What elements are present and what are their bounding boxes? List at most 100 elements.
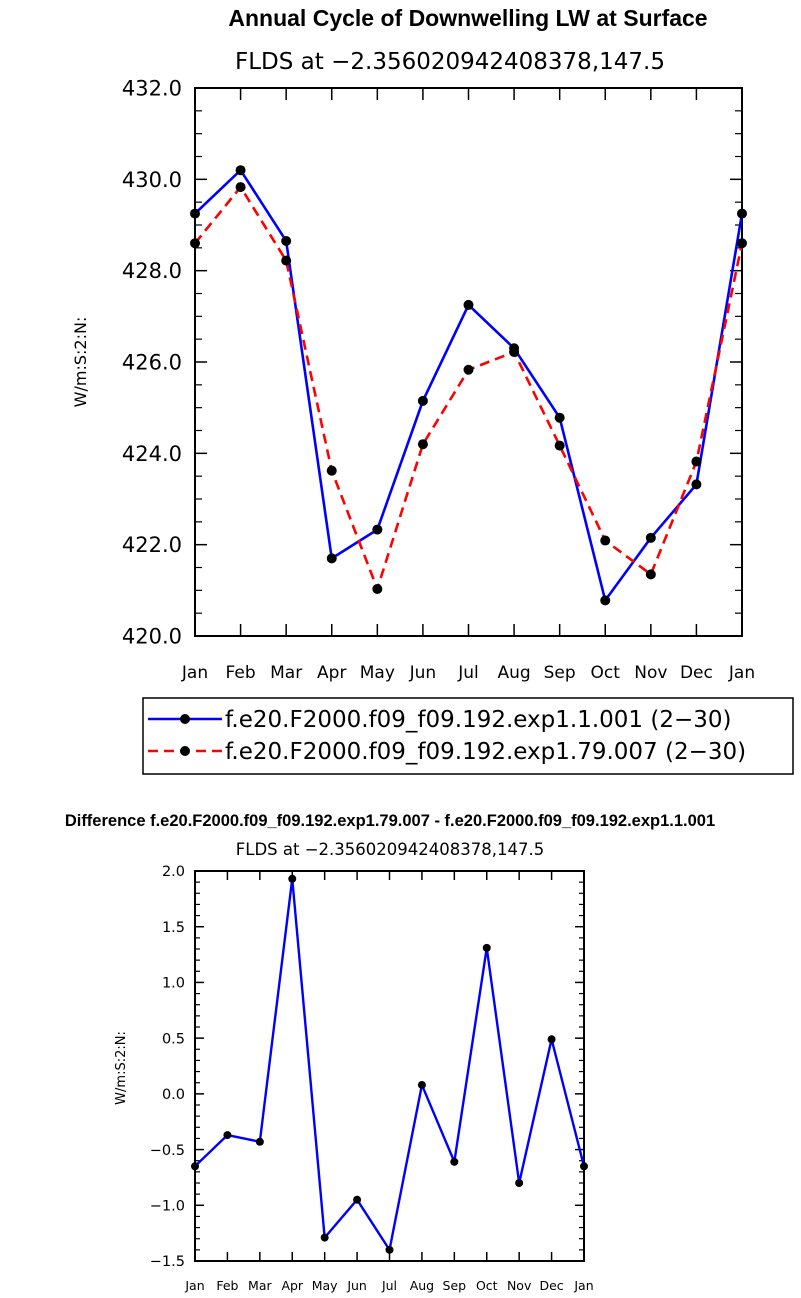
series-1-point bbox=[326, 553, 337, 564]
x-tick-label: Jan bbox=[184, 1278, 204, 1293]
y-tick-label: 0.0 bbox=[162, 1087, 185, 1103]
x-tick-label: Feb bbox=[216, 1278, 238, 1293]
series-1-point bbox=[515, 1179, 524, 1187]
x-tick-label: Sep bbox=[544, 663, 576, 683]
series-1-point bbox=[450, 1157, 459, 1166]
x-tick-label: Apr bbox=[281, 1278, 303, 1293]
legend-label-1: f.e20.F2000.f09_f09.192.exp1.1.001 (2−30… bbox=[225, 707, 731, 733]
series-2-point bbox=[372, 583, 383, 594]
series-1-point bbox=[547, 1035, 556, 1044]
x-tick-label: Mar bbox=[270, 663, 302, 683]
x-tick-label: Aug bbox=[410, 1278, 434, 1293]
y-tick-label: 422.0 bbox=[122, 533, 182, 557]
series-2-point bbox=[463, 364, 474, 375]
chart1-subtitle: FLDS at −2.356020942408378,147.5 bbox=[235, 49, 665, 75]
series-1-point bbox=[255, 1137, 264, 1146]
y-tick-label: 1.0 bbox=[162, 976, 185, 992]
series-1-point bbox=[353, 1195, 362, 1204]
series-1-point bbox=[600, 595, 611, 606]
series-2-point bbox=[600, 535, 611, 546]
legend-box bbox=[142, 697, 794, 775]
difference-chart: Difference f.e20.F2000.f09_f09.192.exp1.… bbox=[65, 812, 715, 1293]
chart1-legend: f.e20.F2000.f09_f09.192.exp1.1.001 (2−30… bbox=[142, 697, 794, 775]
x-tick-label: Jun bbox=[409, 663, 437, 683]
x-tick-label: Jan bbox=[181, 663, 208, 683]
series-1-point bbox=[737, 208, 747, 219]
legend-marker-1 bbox=[180, 714, 190, 724]
x-tick-label: Oct bbox=[591, 663, 621, 683]
chart1-y-ticks: 420.0 422.0 424.0 426.0 428.0 430.0 432.0 bbox=[122, 77, 742, 649]
y-tick-label: −1.0 bbox=[150, 1199, 185, 1215]
series-1-point bbox=[235, 165, 246, 176]
series-2-point bbox=[554, 440, 565, 451]
chart2-y-axis-label: W/m:S:2:N: bbox=[114, 1031, 129, 1105]
series-1-point bbox=[417, 1080, 426, 1089]
y-tick-label: 432.0 bbox=[122, 77, 182, 101]
x-tick-label: Jan bbox=[728, 663, 755, 683]
annual-cycle-chart: Annual Cycle of Downwelling LW at Surfac… bbox=[71, 5, 794, 775]
series-1-point bbox=[372, 524, 383, 535]
y-tick-label: 420.0 bbox=[122, 625, 182, 649]
series-1-point bbox=[288, 874, 297, 883]
x-tick-label: Jul bbox=[381, 1278, 397, 1293]
series-1-point bbox=[554, 412, 565, 423]
chart1-series bbox=[190, 165, 747, 606]
x-tick-label: Sep bbox=[443, 1278, 467, 1293]
x-tick-label: Jul bbox=[457, 663, 479, 683]
series-line-1 bbox=[194, 877, 586, 1252]
series-1-point bbox=[320, 1233, 329, 1242]
y-tick-label: 424.0 bbox=[122, 442, 182, 466]
series-2-point bbox=[235, 182, 246, 193]
x-tick-label: May bbox=[360, 663, 395, 683]
series-line-1 bbox=[194, 168, 744, 602]
x-tick-label: Dec bbox=[680, 663, 713, 683]
series-1-point bbox=[463, 299, 474, 310]
chart2-y-ticks: −1.5 −1.0 −0.5 0.0 0.5 1.0 1.5 2.0 bbox=[150, 864, 584, 1270]
series-1-point bbox=[482, 943, 491, 952]
chart2-plot-frame bbox=[194, 870, 585, 1262]
x-tick-label: Apr bbox=[317, 663, 346, 683]
x-tick-label: May bbox=[312, 1278, 338, 1293]
x-tick-label: Mar bbox=[248, 1278, 272, 1293]
series-1-point bbox=[645, 532, 656, 543]
chart1-title: Annual Cycle of Downwelling LW at Surfac… bbox=[228, 5, 707, 31]
series-2-point bbox=[737, 238, 747, 249]
series-2-point bbox=[691, 456, 702, 467]
series-2-point bbox=[417, 439, 428, 450]
x-tick-label: Jan bbox=[573, 1278, 593, 1293]
series-1-point bbox=[691, 479, 702, 490]
chart2-subtitle: FLDS at −2.356020942408378,147.5 bbox=[236, 840, 544, 859]
y-tick-label: 0.5 bbox=[162, 1031, 185, 1047]
y-tick-label: 430.0 bbox=[122, 168, 182, 192]
series-1-point bbox=[223, 1131, 232, 1140]
y-tick-label: −0.5 bbox=[150, 1143, 185, 1159]
y-tick-label: −1.5 bbox=[150, 1254, 185, 1270]
y-tick-label: 426.0 bbox=[122, 351, 182, 375]
series-2-point bbox=[281, 255, 292, 266]
x-tick-label: Feb bbox=[226, 663, 256, 683]
chart2-x-ticks: Jan Feb Mar Apr May Jun Jul Aug Sep Oct Nov Dec Jan bbox=[184, 871, 594, 1293]
x-tick-label: Jun bbox=[346, 1278, 367, 1293]
series-2-point bbox=[326, 465, 337, 476]
chart1-y-axis-label: W/m:S:2:N: bbox=[71, 317, 90, 408]
series-1-point bbox=[385, 1245, 394, 1254]
y-tick-label: 1.5 bbox=[162, 920, 185, 936]
series-2-point bbox=[509, 346, 520, 357]
series-1-point bbox=[417, 395, 428, 406]
y-tick-label: 2.0 bbox=[162, 864, 185, 880]
series-1-point bbox=[190, 208, 200, 219]
x-tick-label: Oct bbox=[476, 1278, 498, 1293]
series-1-point bbox=[281, 235, 292, 246]
x-tick-label: Aug bbox=[497, 663, 530, 683]
chart2-series bbox=[191, 874, 588, 1254]
series-2-point bbox=[190, 238, 200, 249]
x-tick-label: Dec bbox=[539, 1278, 563, 1293]
x-tick-label: Nov bbox=[634, 663, 667, 683]
series-1-point bbox=[191, 1162, 199, 1171]
legend-marker-2 bbox=[180, 746, 190, 756]
x-tick-label: Nov bbox=[507, 1278, 532, 1293]
legend-label-2: f.e20.F2000.f09_f09.192.exp1.79.007 (2−3… bbox=[225, 739, 746, 765]
chart1-x-ticks: Jan Feb Mar Apr May Jun Jul Aug Sep Oct Nov Dec Jan bbox=[181, 88, 755, 683]
y-tick-label: 428.0 bbox=[122, 259, 182, 283]
